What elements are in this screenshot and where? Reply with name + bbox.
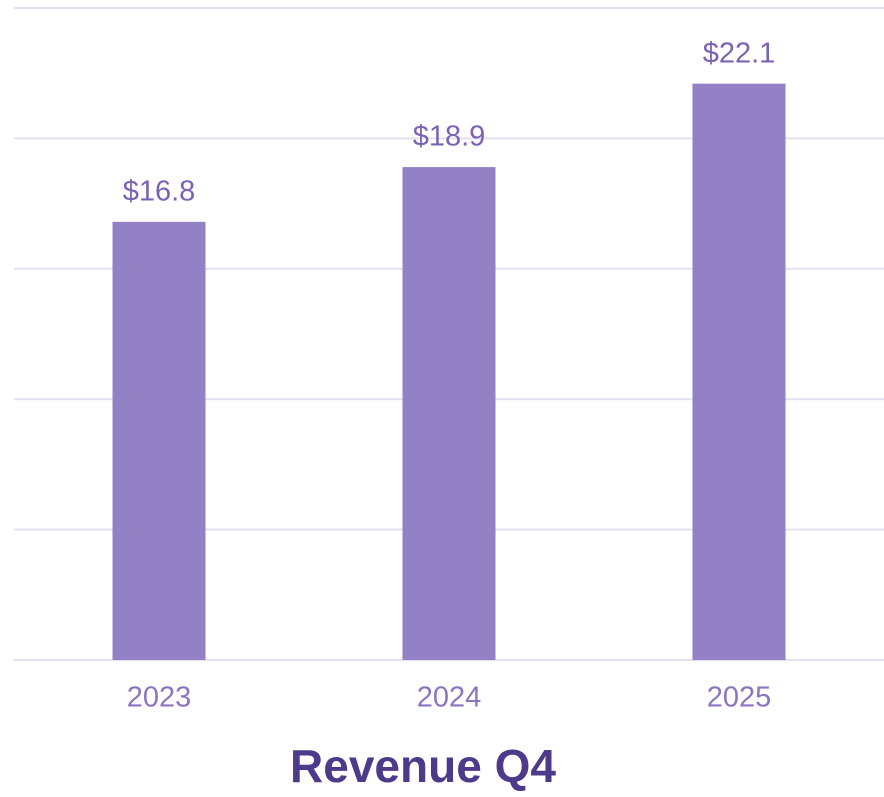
- value-label: $22.1: [703, 37, 776, 69]
- x-tick-label: 2025: [707, 682, 772, 714]
- x-tick-label: 2023: [127, 682, 192, 714]
- x-tick-label: 2024: [417, 682, 482, 714]
- bar: [112, 221, 206, 660]
- value-label: $18.9: [413, 121, 486, 153]
- value-label: $16.8: [123, 176, 196, 208]
- chart-title: Revenue Q4: [290, 740, 556, 792]
- bar: [402, 167, 496, 660]
- bar: [692, 83, 786, 660]
